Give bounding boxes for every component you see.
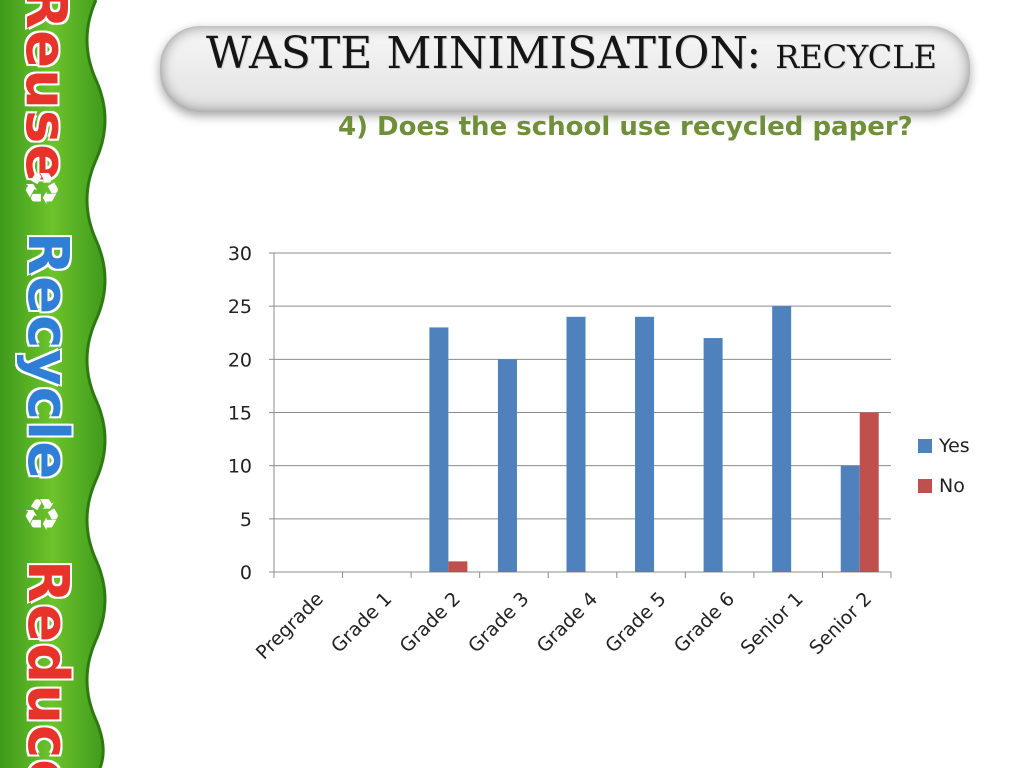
y-tick-label: 25 bbox=[228, 296, 252, 318]
title-small: RECYCLE bbox=[775, 38, 937, 76]
bar-yes bbox=[566, 316, 586, 572]
x-tick-label: Senior 2 bbox=[805, 588, 876, 659]
legend-label-no: No bbox=[939, 475, 965, 497]
recycle-symbol-icon: ♻ bbox=[22, 164, 62, 215]
x-tick-label: Senior 1 bbox=[737, 588, 808, 659]
decorative-banner: Reuse ♻ Recycle ♻ Reduce bbox=[0, 0, 118, 768]
slide-title: WASTE MINIMISATION: RECYCLE bbox=[206, 28, 937, 79]
x-tick-label: Grade 2 bbox=[396, 588, 465, 657]
bar-yes bbox=[772, 306, 792, 572]
bar-yes bbox=[635, 316, 655, 572]
slide-subtitle: 4) Does the school use recycled paper? bbox=[338, 112, 913, 142]
legend-label-yes: Yes bbox=[939, 435, 970, 457]
bar-yes bbox=[497, 359, 517, 572]
y-tick-label: 5 bbox=[240, 509, 252, 531]
x-tick-label: Grade 3 bbox=[464, 588, 533, 657]
bar-no bbox=[448, 561, 468, 572]
legend-item-yes: Yes bbox=[918, 426, 970, 466]
bar-yes bbox=[429, 327, 449, 572]
y-tick-label: 0 bbox=[240, 562, 252, 584]
title-main: WASTE MINIMISATION: bbox=[206, 28, 776, 79]
y-tick-label: 30 bbox=[228, 243, 252, 265]
recycle-symbol-icon: ♻ bbox=[22, 490, 62, 541]
bar-yes bbox=[703, 338, 723, 572]
x-tick-label: Grade 4 bbox=[533, 588, 602, 657]
legend-swatch-yes bbox=[918, 439, 932, 453]
y-tick-label: 20 bbox=[228, 349, 252, 371]
title-frame bbox=[160, 26, 970, 112]
y-tick-label: 10 bbox=[228, 456, 252, 478]
banner-background bbox=[0, 0, 107, 768]
legend-swatch-no bbox=[918, 479, 932, 493]
x-tick-label: Grade 1 bbox=[327, 588, 396, 657]
x-tick-label: Pregrade bbox=[252, 588, 328, 664]
x-tick-label: Grade 6 bbox=[670, 588, 739, 657]
bar-yes bbox=[840, 465, 860, 572]
x-tick-label: Grade 5 bbox=[601, 588, 670, 657]
y-tick-label: 15 bbox=[228, 403, 252, 425]
bar-no bbox=[859, 412, 879, 572]
legend-item-no: No bbox=[918, 466, 970, 506]
chart-legend: Yes No bbox=[918, 426, 970, 506]
